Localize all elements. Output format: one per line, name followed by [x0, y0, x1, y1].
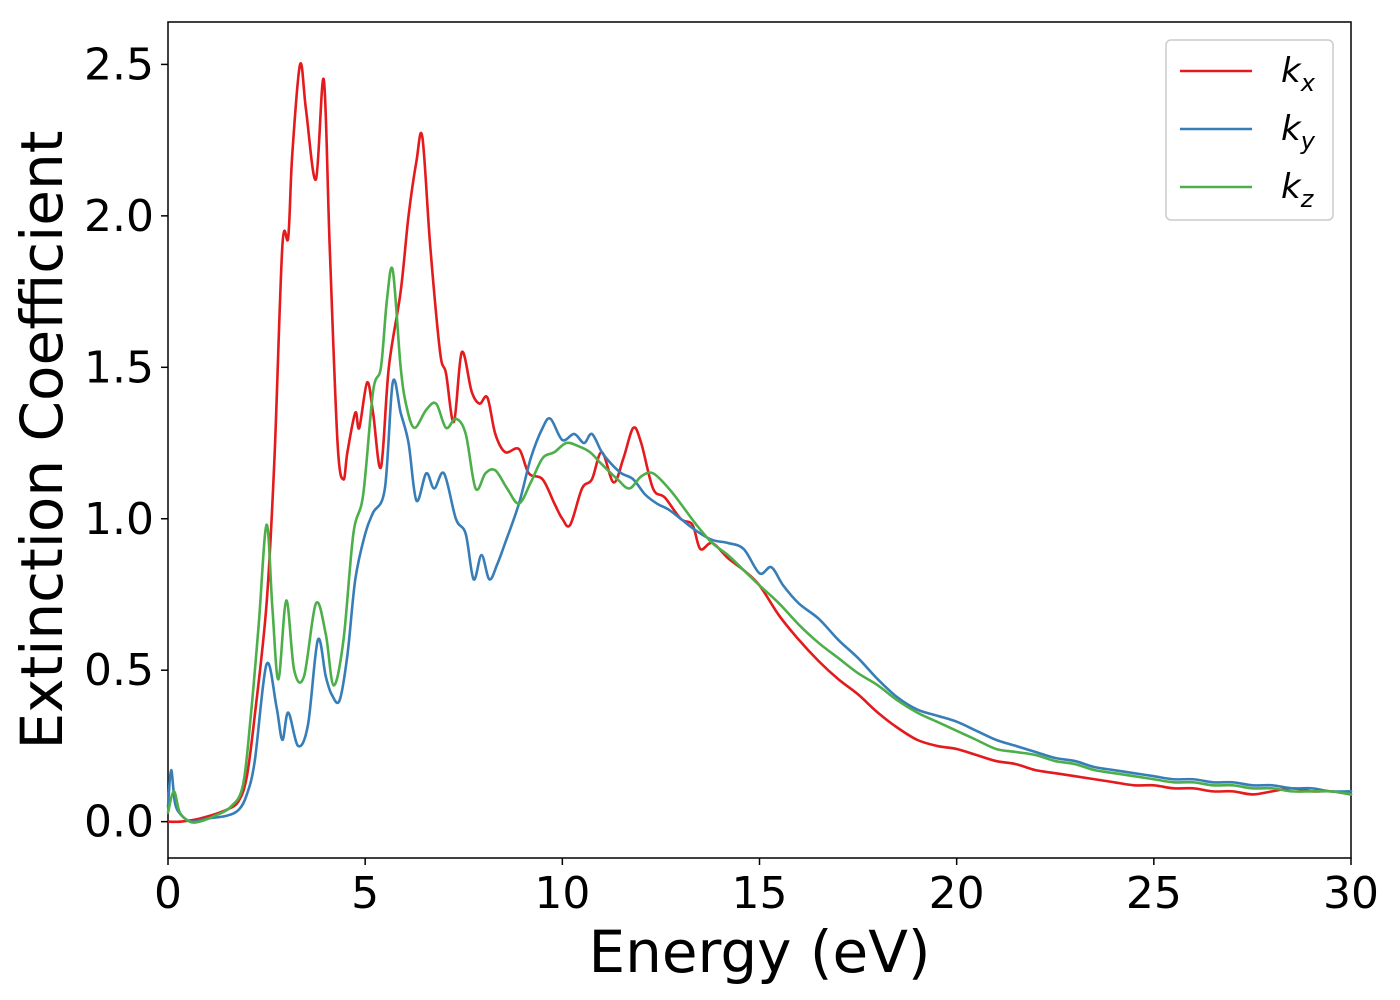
series-line-y [166, 378, 1353, 824]
x-axis-title: Energy (eV) [588, 918, 930, 986]
x-tick-label: 15 [732, 868, 788, 919]
x-tick-label: 30 [1323, 868, 1379, 919]
y-axis-title: Extinction Coefficient [8, 131, 76, 750]
series-line-x [166, 62, 1353, 824]
x-tick-label: 10 [534, 868, 590, 919]
x-tick-label: 0 [154, 868, 182, 919]
x-tick-label: 5 [351, 868, 379, 919]
y-tick-label: 1.0 [84, 494, 154, 545]
series-layer [166, 62, 1353, 824]
y-tick-label: 0.0 [84, 797, 154, 848]
y-tick-label: 1.5 [84, 342, 154, 393]
legend-subscript: z [1300, 185, 1315, 213]
y-axis-ticks: 0.0 0.5 1.0 1.5 2.0 2.5 [84, 39, 168, 848]
legend-subscript: y [1300, 127, 1316, 155]
y-tick-label: 2.5 [84, 39, 154, 90]
x-axis-ticks: 0 5 10 15 20 25 30 [154, 858, 1379, 919]
x-tick-label: 20 [929, 868, 985, 919]
y-tick-label: 2.0 [84, 191, 154, 242]
plot-frame [167, 21, 1352, 859]
series-line-z [166, 266, 1353, 824]
legend-subscript: x [1300, 69, 1316, 97]
x-tick-label: 25 [1126, 868, 1182, 919]
y-tick-label: 0.5 [84, 645, 154, 696]
